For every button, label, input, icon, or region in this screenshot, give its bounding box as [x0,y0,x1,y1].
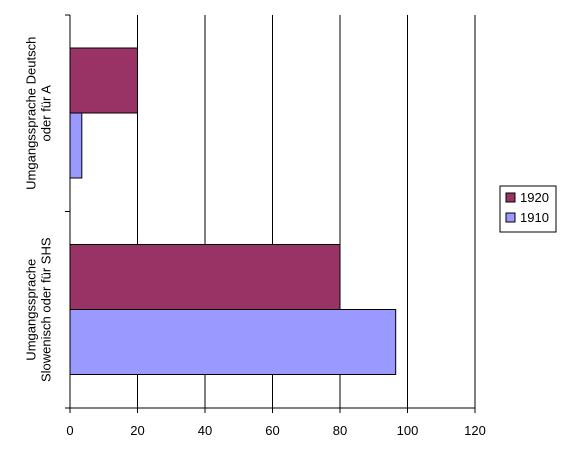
category-label: Umgangssprache Deutsch [24,37,39,190]
category-label: Umgangssprache [24,259,39,361]
legend-swatch-1910 [505,212,516,223]
x-tick-label: 60 [265,423,279,438]
axes [65,14,476,413]
category-labels: Umgangssprache Deutsch oder für A Umgangss… [24,37,54,382]
bar-1910-2 [69,309,397,375]
bars [69,47,397,375]
category-label: Slowenisch oder für SHS [39,237,54,382]
x-tick-label: 0 [66,423,73,438]
bar-1920-1 [69,47,138,114]
legend-label-1920: 1920 [520,190,549,205]
bar-1920-2 [69,244,341,310]
x-tick-label: 100 [397,423,419,438]
category-label: oder für A [39,85,54,142]
x-tick-label: 40 [198,423,212,438]
legend-swatch-1920 [505,192,516,203]
bar-1910-1 [69,112,83,179]
legend: 1920 1910 [499,185,557,233]
x-tick-label: 80 [333,423,347,438]
x-tick-labels: 0 20 40 60 80 100 120 [66,423,485,438]
legend-label-1910: 1910 [520,210,549,225]
x-tick-label: 120 [464,423,486,438]
x-tick-label: 20 [130,423,144,438]
